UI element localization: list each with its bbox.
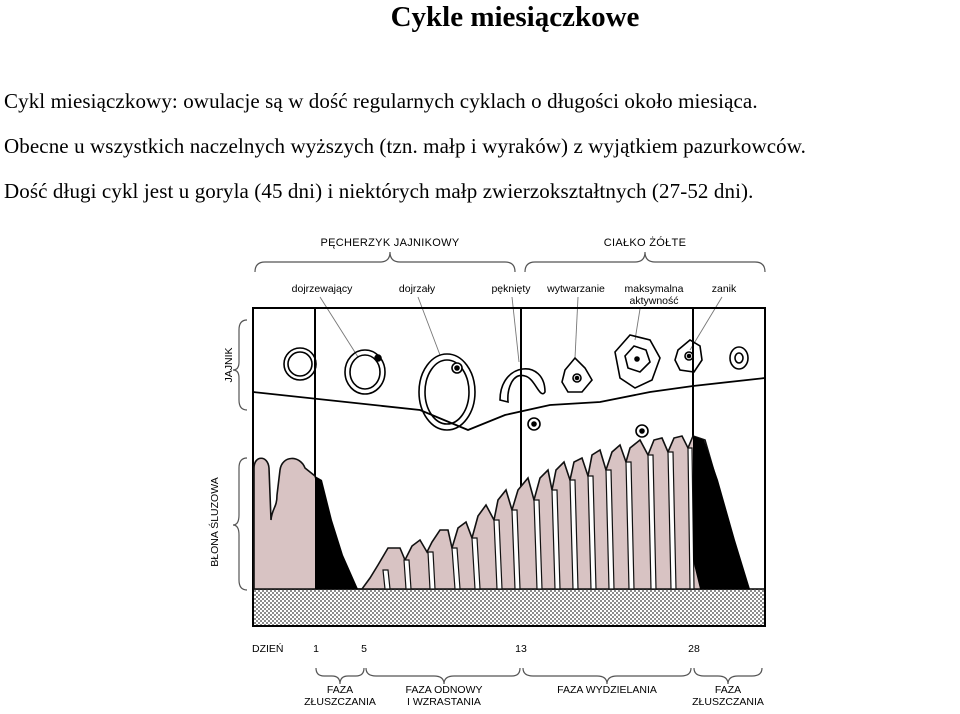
side-label-ovary: JAJNIK [223,347,235,382]
phase-renewal-line1: FAZA ODNOWY [405,684,482,696]
stage-label-formation: wytwarzanie [546,283,605,295]
shed-zone-end [693,436,750,589]
brace-ovary [232,319,248,411]
phase-shedding-end-line2: ZŁUSZCZANIA [692,696,764,708]
brace-follicle [254,251,516,273]
day-label: DZIEŃ [252,642,284,655]
phase-secretion-line1: FAZA WYDZIELANIA [557,684,657,696]
day-1: 1 [313,643,319,655]
ovary-surface-line [252,377,766,431]
day-13: 13 [515,643,527,655]
side-label-mucosa: BŁONA ŚLUZOWA [208,477,221,566]
brace-mucosa [232,457,248,591]
gland-slits [382,447,695,590]
page-title: Cykle miesiączkowe [390,1,640,33]
shed-zone-start [315,476,358,589]
group-label-follicle: PĘCHERZYK JAJNIKOWY [321,237,460,249]
phase-shedding-end-line1: FAZA [715,684,741,696]
stage-label-activity: aktywność [629,295,678,307]
basal-layer [254,589,764,625]
paragraph-primates: Obecne u wszystkich naczelnych wyższych … [4,134,807,158]
phase-shedding-start-line2: ZŁUSZCZANIA [304,696,376,708]
stage-label-mature: dojrzały [399,283,436,295]
mucosa-profile [253,435,750,590]
stage-label-ruptured: pęknięty [491,283,531,295]
stage-label-decline: zanik [712,283,737,295]
phase-braces [315,667,763,685]
stage-label-maturing: dojrzewający [292,283,353,295]
follicle-stages [283,334,749,438]
paragraph-cycle: Cykl miesiączkowy: owulacje są w dość re… [4,89,758,113]
diagram-frame [252,307,766,627]
phase-renewal-line2: I WZRASTANIA [407,696,481,708]
day-28: 28 [688,643,700,655]
stage-label-maximal: maksymalna [625,283,684,295]
phase-shedding-start-line1: FAZA [327,684,353,696]
day-5: 5 [361,643,367,655]
brace-corpus-luteum [524,251,766,273]
paragraph-gorilla: Dość długi cykl jest u goryla (45 dni) i… [4,179,754,203]
group-label-corpus-luteum: CIAŁKO ŻÓŁTE [604,236,686,249]
